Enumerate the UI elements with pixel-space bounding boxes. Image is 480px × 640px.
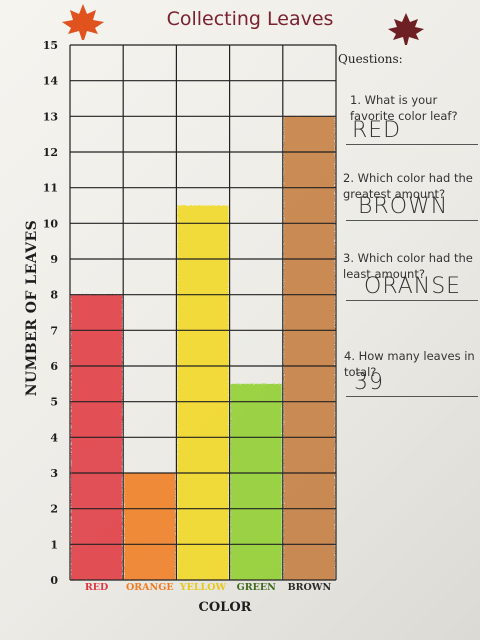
x-tick-label-yellow: YELLOW: [179, 582, 227, 593]
bar-brown: [283, 116, 335, 580]
y-tick-label: 7: [50, 324, 58, 337]
x-tick-label-orange: ORANGE: [126, 582, 174, 593]
answer-line-2: [346, 220, 478, 221]
answer-2[interactable]: BROWN: [358, 194, 449, 219]
x-tick-labels: RED ORANGE YELLOW GREEN BROWN: [85, 582, 332, 593]
x-tick-label-red: RED: [85, 582, 108, 593]
answer-line-4: [346, 396, 478, 397]
x-axis-label: COLOR: [198, 600, 252, 615]
y-tick-label: 1: [50, 538, 58, 551]
y-tick-label: 9: [50, 253, 58, 266]
grid-layer: [69, 44, 337, 581]
questions-panel: Questions:: [338, 52, 480, 66]
y-tick-label: 2: [50, 503, 58, 516]
maple-leaf-icon-left: [62, 4, 104, 40]
answer-1[interactable]: RED: [352, 118, 402, 143]
y-tick-label: 8: [50, 289, 58, 302]
y-tick-label: 0: [50, 574, 58, 587]
questions-heading: Questions:: [338, 52, 403, 66]
page-title: Collecting Leaves: [166, 8, 334, 30]
x-tick-label-brown: BROWN: [288, 582, 332, 593]
question-4: 4. How many leaves in total?: [344, 349, 475, 379]
y-tick-label: 5: [50, 396, 58, 409]
y-tick-label: 10: [43, 217, 59, 230]
question-1: 1. What is your favorite color leaf?: [350, 93, 458, 123]
answer-3[interactable]: ORANSE: [364, 274, 462, 299]
answer-line-3: [346, 300, 478, 301]
y-tick-label: 6: [50, 360, 58, 373]
bar-yellow: [177, 205, 229, 580]
bars-layer: [71, 116, 335, 580]
y-tick-label: 14: [43, 75, 59, 88]
question-2: 2. Which color had the greatest amount?: [343, 171, 473, 201]
y-tick-label: 3: [50, 467, 58, 480]
question-3: 3. Which color had the least amount?: [343, 251, 473, 281]
y-tick-label: 13: [43, 110, 58, 123]
y-tick-label: 4: [50, 431, 58, 444]
answer-4[interactable]: 39: [354, 370, 384, 395]
x-tick-label-green: GREEN: [237, 582, 276, 593]
answer-line-1: [346, 144, 478, 145]
bar-orange: [124, 473, 176, 580]
y-tick-label: 12: [43, 146, 58, 159]
y-tick-label: 15: [43, 39, 58, 52]
maple-leaf-icon-right: [388, 13, 424, 45]
y-tick-label: 11: [43, 182, 58, 195]
bar-green: [230, 383, 282, 580]
